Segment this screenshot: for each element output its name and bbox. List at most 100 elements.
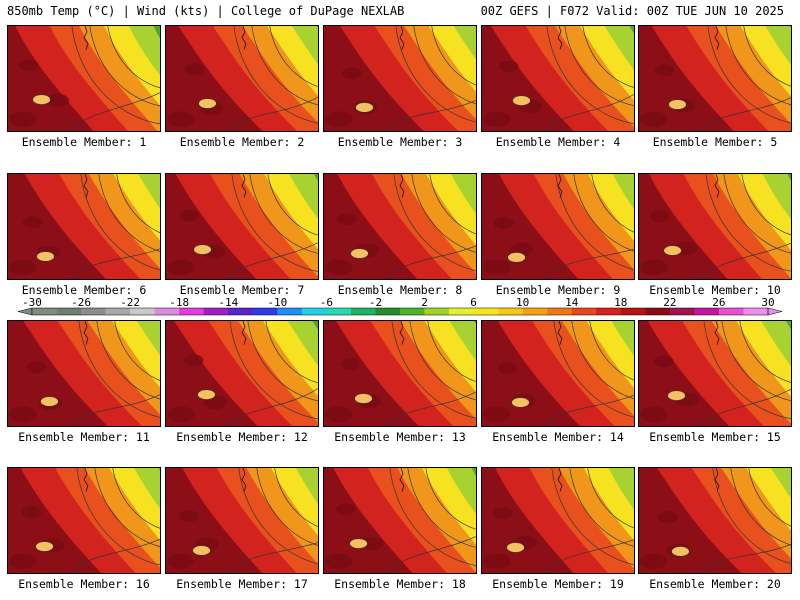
colorbar-arrow-left xyxy=(17,307,33,316)
height-contour xyxy=(748,468,791,527)
hot-pocket xyxy=(482,259,511,276)
temperature-band xyxy=(158,468,160,471)
temperature-band xyxy=(762,174,791,220)
ensemble-member-label: Ensemble Member: 16 xyxy=(18,577,150,591)
colorbar-swatch xyxy=(326,308,352,315)
height-contour xyxy=(707,26,791,124)
colorbar-swatch xyxy=(252,308,278,315)
temperature-band xyxy=(471,468,476,477)
temperature-band xyxy=(428,26,476,92)
hot-pocket xyxy=(22,216,43,228)
ensemble-map-panel xyxy=(323,467,477,574)
ensemble-map-panel xyxy=(165,320,319,427)
hot-pocket xyxy=(8,111,37,128)
height-contour xyxy=(721,321,791,401)
height-contour xyxy=(247,321,318,402)
hot-pocket xyxy=(324,259,353,276)
temperature-band xyxy=(785,321,791,330)
coastline xyxy=(399,321,405,345)
temperature-band xyxy=(604,26,634,70)
height-contour xyxy=(730,468,791,546)
height-contour xyxy=(703,321,791,419)
temperature-band xyxy=(136,321,160,356)
colorbar-swatch xyxy=(228,308,254,315)
warm-spot xyxy=(667,390,686,401)
height-contour xyxy=(385,99,476,131)
height-contour xyxy=(96,321,160,400)
colorbar-swatch xyxy=(375,308,401,315)
height-contour xyxy=(69,538,160,573)
colorbar-swatch xyxy=(424,308,450,315)
colorbar-arrow-right xyxy=(767,307,783,316)
height-contour xyxy=(700,97,791,131)
temperature-band xyxy=(450,174,476,214)
hot-pocket xyxy=(482,553,511,570)
colorbar-tick-label: -2 xyxy=(369,296,382,309)
temperature-band xyxy=(153,26,160,39)
colorbar-tick-label: -30 xyxy=(22,296,42,309)
temperature-band xyxy=(611,321,634,357)
height-contour xyxy=(589,321,634,381)
coastline xyxy=(83,26,89,50)
ensemble-member-label: Ensemble Member: 5 xyxy=(652,135,778,149)
height-contour xyxy=(227,542,318,573)
temperature-band xyxy=(790,26,791,28)
temperature-band xyxy=(608,468,634,510)
height-contour xyxy=(89,26,160,107)
warm-spot xyxy=(198,98,217,109)
height-contour xyxy=(591,174,634,233)
ensemble-map-panel xyxy=(323,320,477,427)
colorbar-tick-label: -6 xyxy=(320,296,333,309)
colorbar-tick-label: -26 xyxy=(71,296,91,309)
height-contour xyxy=(705,174,791,272)
height-contour xyxy=(413,26,476,105)
colorbar-tick-label: 6 xyxy=(470,296,477,309)
ensemble-map-panel xyxy=(481,467,635,574)
height-contour xyxy=(233,26,318,124)
height-contour xyxy=(395,26,476,123)
warm-spot xyxy=(40,396,59,407)
ensemble-map-panel xyxy=(481,320,635,427)
hot-pocket xyxy=(639,553,668,570)
ensemble-member-label: Ensemble Member: 13 xyxy=(334,430,466,444)
colorbar-tick-label: 22 xyxy=(663,296,676,309)
hot-pocket xyxy=(654,64,675,77)
coastline xyxy=(557,26,563,50)
ensemble-member-label: Ensemble Member: 3 xyxy=(337,135,463,149)
coastline xyxy=(714,174,720,198)
ensemble-member-label: Ensemble Member: 4 xyxy=(495,135,621,149)
coastline xyxy=(241,26,247,50)
ensemble-member-label: Ensemble Member: 15 xyxy=(649,430,781,444)
height-contour xyxy=(256,468,318,546)
hot-pocket xyxy=(21,506,42,519)
ensemble-member-label: Ensemble Member: 20 xyxy=(649,577,781,591)
height-contour xyxy=(393,174,476,271)
ensemble-map-panel xyxy=(165,467,319,574)
ensemble-map-panel xyxy=(323,173,477,280)
height-contour xyxy=(543,394,634,426)
height-contour xyxy=(69,394,160,426)
coastline xyxy=(83,174,89,198)
height-contour xyxy=(425,468,476,530)
ensemble-member-label: Ensemble Member: 2 xyxy=(179,135,305,149)
temperature-band xyxy=(313,174,318,182)
ensemble-map-panel xyxy=(638,467,792,574)
warm-spot xyxy=(36,251,55,262)
height-contour xyxy=(700,543,791,573)
coastline xyxy=(241,468,247,492)
warm-spot xyxy=(192,545,211,556)
colorbar-swatch xyxy=(571,308,597,315)
colorbar-tick-label: 18 xyxy=(614,296,627,309)
colorbar-swatch xyxy=(301,308,327,315)
temperature-band xyxy=(295,468,318,504)
colorbar-swatch xyxy=(743,308,769,315)
hot-pocket xyxy=(18,59,39,72)
height-contour xyxy=(69,248,160,279)
height-contour xyxy=(582,26,634,88)
hot-pocket xyxy=(336,213,357,226)
hot-pocket xyxy=(340,358,361,371)
warm-spot xyxy=(671,546,690,557)
warm-spot xyxy=(354,393,373,404)
height-contour xyxy=(227,96,318,131)
height-contour xyxy=(227,388,318,426)
